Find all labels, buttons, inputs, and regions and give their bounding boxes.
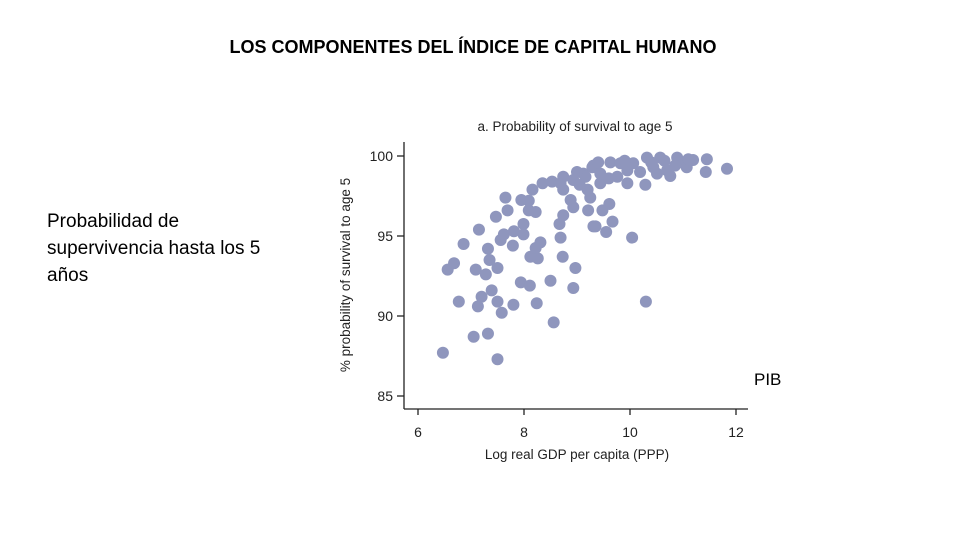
data-point [475,290,488,303]
data-point [618,154,631,167]
y-axis-label: % probability of survival to age 5 [338,178,353,372]
data-point [639,178,652,191]
data-point [589,220,602,233]
x-tick-label: 8 [520,424,528,440]
data-point [517,228,530,241]
data-point [467,330,480,343]
x-axis-label: Log real GDP per capita (PPP) [485,447,669,462]
data-point [573,178,586,191]
data-point [479,268,492,281]
data-point [499,191,512,204]
data-point [547,316,560,329]
data-point [506,239,519,252]
y-tick-label: 100 [370,148,394,164]
data-point [556,250,569,263]
data-point [557,170,570,183]
data-point [682,153,695,166]
data-point [491,353,504,366]
data-point [621,177,634,190]
data-point [529,242,542,254]
data-point [639,295,652,308]
pib-label: PIB [754,370,782,389]
data-point [436,346,449,359]
data-point [472,223,485,236]
data-point [621,164,634,177]
data-point [604,156,617,169]
data-point [501,204,514,217]
x-tick-label: 10 [622,424,638,440]
data-point [452,295,465,308]
data-point [523,279,536,292]
data-point [530,297,543,310]
data-point [571,166,583,178]
data-point [489,210,502,223]
y-tick-label: 85 [377,388,393,404]
data-point [603,198,616,210]
data-point [481,242,494,255]
data-point [554,231,567,244]
data-point [720,162,733,175]
data-point [626,231,639,244]
data-point [507,298,520,311]
data-point [606,215,619,228]
data-point [514,276,527,289]
data-point [517,218,530,230]
data-point [602,172,615,185]
data-point [536,177,549,190]
data-point [469,263,482,276]
slide-title: LOS COMPONENTES DEL ÍNDICE DE CAPITAL HU… [229,37,717,57]
data-point [531,252,544,265]
x-tick-label: 6 [414,424,422,440]
data-point [658,154,671,167]
data-point [592,156,605,169]
data-point [669,159,682,172]
data-point [582,204,595,217]
data-point [569,262,582,274]
data-point [485,284,498,297]
data-point [497,228,510,241]
data-point [507,225,520,238]
data-point [557,183,570,196]
data-point [522,194,535,207]
data-point [495,306,508,319]
data-point [448,257,461,270]
data-point [567,282,580,294]
data-point [526,183,539,196]
data-point [483,254,496,266]
x-tick-label: 12 [728,424,744,440]
data-point [699,166,712,178]
data-point [491,295,504,308]
y-tick-label: 90 [377,308,393,324]
data-point [700,153,713,166]
y-tick-label: 95 [377,228,393,244]
data-point [457,238,470,250]
data-point [529,206,542,218]
data-point [557,209,570,222]
data-point [634,166,647,178]
data-point [645,156,658,169]
data-point [600,226,613,238]
data-point [491,262,504,274]
data-point [567,201,580,214]
chart-title: a. Probability of survival to age 5 [477,119,672,134]
slide-caption: Probabilidad de supervivencia hasta los … [47,211,261,286]
data-point [471,300,484,313]
data-point [544,274,557,287]
data-point [481,327,494,340]
